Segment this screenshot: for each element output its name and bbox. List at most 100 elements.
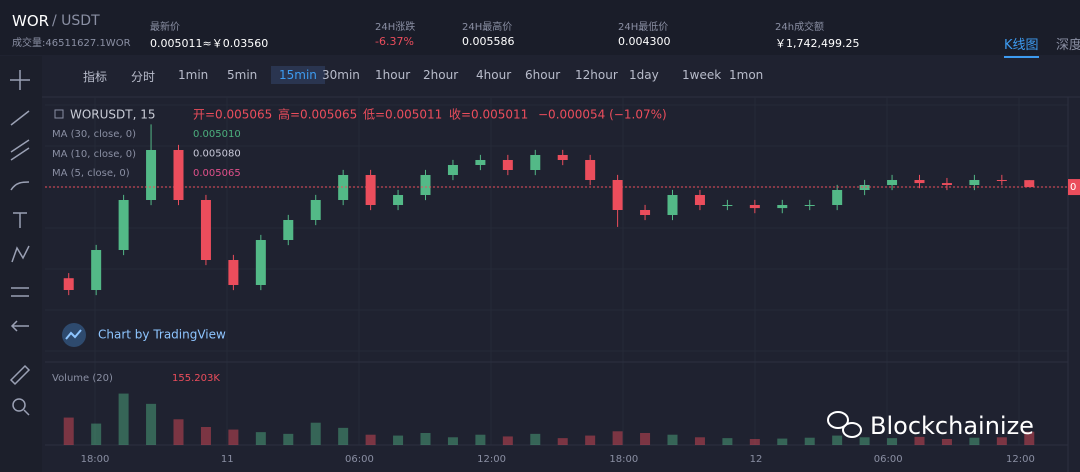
stat-label: 24H最高价 [462, 22, 513, 33]
interval-button[interactable]: 2hour [423, 68, 459, 82]
candle-body [612, 180, 623, 210]
watermark: Blockchainize [870, 412, 1034, 440]
grid [45, 97, 1068, 445]
ma-value: 0.005080 [193, 149, 241, 160]
volume-bar [530, 433, 541, 445]
stat-label: 24h成交额 [775, 22, 825, 33]
candle-body [283, 220, 294, 240]
volume-bar [393, 435, 404, 445]
collapse-icon[interactable] [54, 109, 64, 119]
volume-bar [640, 433, 651, 445]
stat-value: 0.005011≈￥0.03560 [150, 37, 269, 50]
ohlc-low: 低=0.005011 [363, 108, 442, 122]
candle-body [173, 150, 184, 200]
stat-value: 0.004300 [618, 35, 671, 48]
indicator-button[interactable]: 指标 [83, 70, 108, 84]
candle-body [914, 180, 925, 184]
interval-button[interactable]: 12hour [575, 68, 618, 82]
candle-body [996, 180, 1007, 181]
interval-button[interactable]: 5min [227, 68, 258, 82]
volume-bar [228, 429, 239, 445]
candle-body [200, 200, 211, 260]
volume-bar [941, 439, 952, 445]
volume-bar [365, 434, 376, 445]
candle-body [694, 195, 705, 205]
candle-body [804, 205, 815, 206]
candle-body [530, 155, 541, 170]
interval-button[interactable]: 30min [322, 68, 360, 82]
volume-bar [502, 436, 513, 445]
candle-body [420, 175, 431, 195]
time-label: 12:00 [1006, 454, 1035, 465]
volume-bar [475, 434, 486, 445]
candle-body [941, 183, 952, 185]
time-label: 11 [221, 454, 234, 465]
volume-bar [832, 435, 843, 445]
ma-name: MA (30, close, 0) [52, 129, 136, 140]
volume-bar [585, 435, 596, 445]
volume-stat: 成交量:46511627.1WOR [12, 38, 131, 49]
candle-body [777, 205, 788, 209]
ma-name: MA (10, close, 0) [52, 149, 136, 160]
volume-bar [146, 403, 157, 445]
interval-button[interactable]: 1min [178, 68, 209, 82]
volume-bar [283, 433, 294, 445]
interval-button[interactable]: 1hour [375, 68, 411, 82]
interval-button[interactable]: 4hour [476, 68, 512, 82]
ma-name: MA (5, close, 0) [52, 168, 130, 179]
ohlc-close: 收=0.005011 [449, 108, 528, 122]
interval-button[interactable]: 1week [682, 68, 722, 82]
volume-bar [749, 439, 760, 445]
volume-bar [804, 437, 815, 445]
ohlc-open: 开=0.005065 [193, 108, 272, 122]
interval-button[interactable]: 6hour [525, 68, 561, 82]
stat-value: 0.005586 [462, 35, 515, 48]
symbol: WORUSDT, 15 [70, 108, 156, 122]
candle-body [749, 205, 760, 209]
candle-body [557, 155, 568, 160]
candle-body [969, 180, 980, 185]
time-label: 06:00 [874, 454, 903, 465]
change: −0.000054 (−1.07%) [538, 108, 667, 122]
candle-body [640, 210, 651, 215]
tab[interactable]: K线图 [1004, 34, 1039, 58]
volume-bar [1024, 431, 1035, 445]
candle-body [502, 160, 513, 170]
time-label: 18:00 [609, 454, 638, 465]
timeshare-button[interactable]: 分时 [131, 70, 156, 84]
volume-bar [996, 437, 1007, 445]
candle-body [118, 200, 129, 250]
volume-bar [887, 438, 898, 445]
volume-bar [173, 419, 184, 445]
candle-body [475, 160, 486, 165]
tradingview-logo [62, 323, 86, 347]
time-label: 18:00 [81, 454, 110, 465]
volume-value: 155.203K [172, 373, 220, 384]
candle-body [63, 278, 74, 290]
volume-bar [777, 438, 788, 445]
volume-bar [91, 423, 102, 445]
volume-bar [447, 437, 458, 445]
volume-bar [310, 422, 321, 445]
price-tag: 0 [1070, 182, 1076, 193]
stat-label: 最新价 [150, 22, 180, 33]
tool-icons [9, 70, 31, 416]
stat-label: 24H涨跌 [375, 22, 416, 33]
tab[interactable]: 深度 [1056, 38, 1080, 53]
drawing-toolbar [0, 56, 42, 472]
candle-body [393, 195, 404, 205]
candle-body [447, 165, 458, 175]
stat-value: -6.37% [375, 35, 414, 48]
volume-name: Volume (20) [52, 373, 113, 384]
interval-button[interactable]: 1day [629, 68, 659, 82]
volume-bar [118, 393, 129, 445]
pair-quote: / USDT [52, 13, 100, 29]
volume-bar [914, 436, 925, 445]
ma-value: 0.005065 [193, 168, 241, 179]
interval-button[interactable]: 15min [271, 66, 325, 84]
candle-body [585, 160, 596, 180]
interval-button[interactable]: 1mon [729, 68, 764, 82]
volume-bar [667, 434, 678, 445]
candle-body [338, 175, 349, 200]
candle-body [832, 190, 843, 205]
